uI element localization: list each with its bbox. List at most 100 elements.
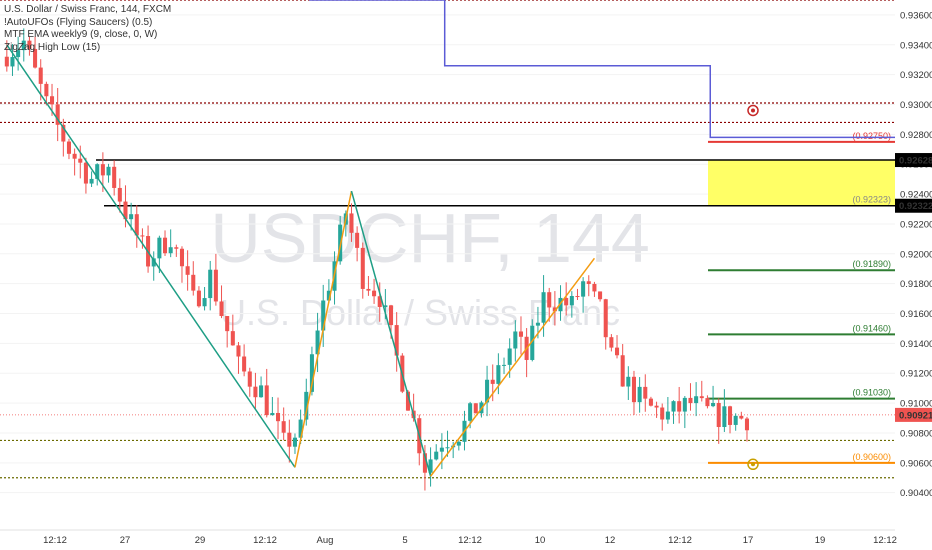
- candle[interactable]: [575, 288, 580, 300]
- candle[interactable]: [281, 407, 286, 441]
- candle[interactable]: [716, 398, 721, 444]
- candle[interactable]: [654, 401, 659, 418]
- candle[interactable]: [394, 312, 399, 372]
- candle[interactable]: [711, 385, 716, 408]
- candle[interactable]: [728, 405, 733, 434]
- candle[interactable]: [372, 278, 377, 304]
- candle[interactable]: [225, 315, 230, 348]
- candle[interactable]: [739, 411, 744, 420]
- candle[interactable]: [682, 396, 687, 429]
- candle[interactable]: [179, 246, 184, 283]
- candle[interactable]: [699, 380, 704, 402]
- candle[interactable]: [648, 396, 653, 407]
- candle[interactable]: [671, 400, 676, 424]
- candle[interactable]: [151, 251, 156, 281]
- candle[interactable]: [236, 342, 241, 374]
- candle[interactable]: [592, 281, 597, 297]
- candle[interactable]: [157, 235, 162, 274]
- candle[interactable]: [637, 377, 642, 413]
- candle[interactable]: [242, 344, 247, 377]
- candle[interactable]: [168, 229, 173, 258]
- candle[interactable]: [264, 368, 269, 418]
- candle[interactable]: [722, 389, 727, 432]
- candle[interactable]: [620, 344, 625, 387]
- candle[interactable]: [615, 335, 620, 359]
- candle[interactable]: [552, 291, 557, 326]
- candle[interactable]: [270, 396, 275, 416]
- candle[interactable]: [694, 382, 699, 417]
- candle[interactable]: [61, 118, 66, 157]
- candle[interactable]: [422, 445, 427, 491]
- candle[interactable]: [134, 205, 139, 248]
- candle[interactable]: [21, 28, 26, 62]
- candle[interactable]: [202, 287, 207, 311]
- candle[interactable]: [304, 378, 309, 426]
- candle[interactable]: [744, 416, 749, 442]
- candle[interactable]: [140, 228, 145, 249]
- candle[interactable]: [428, 447, 433, 487]
- candle[interactable]: [473, 403, 478, 414]
- candle[interactable]: [95, 163, 100, 186]
- candle[interactable]: [485, 365, 490, 417]
- candle[interactable]: [230, 314, 235, 346]
- candle[interactable]: [439, 433, 444, 470]
- candle[interactable]: [78, 145, 83, 179]
- candle[interactable]: [434, 444, 439, 461]
- candle[interactable]: [581, 277, 586, 313]
- candle[interactable]: [705, 395, 710, 409]
- candle[interactable]: [106, 163, 111, 183]
- candle[interactable]: [112, 160, 117, 196]
- candle[interactable]: [609, 334, 614, 352]
- candle[interactable]: [733, 413, 738, 431]
- candle[interactable]: [10, 43, 15, 76]
- candle[interactable]: [191, 261, 196, 296]
- candle[interactable]: [677, 386, 682, 424]
- candle[interactable]: [292, 433, 297, 454]
- candle[interactable]: [513, 320, 518, 362]
- candle[interactable]: [33, 36, 38, 69]
- candle[interactable]: [355, 226, 360, 262]
- candle[interactable]: [55, 87, 60, 142]
- candle[interactable]: [219, 285, 224, 319]
- candle[interactable]: [315, 312, 320, 373]
- time-axis[interactable]: 12:12 27 29 12:12 Aug 5 12:12 10 12 12:12 17 19 12:1…: [0, 529, 897, 546]
- candle[interactable]: [496, 353, 501, 395]
- price-axis[interactable]: 0.93600 0.93400 0.93200 0.93000 0.92800 0.926…: [895, 0, 932, 550]
- candle[interactable]: [665, 397, 670, 424]
- candle[interactable]: [603, 298, 608, 350]
- candle[interactable]: [586, 275, 591, 297]
- candle[interactable]: [163, 230, 168, 256]
- candle[interactable]: [569, 291, 574, 318]
- candle[interactable]: [123, 185, 128, 228]
- candle[interactable]: [349, 203, 354, 242]
- candle[interactable]: [445, 430, 450, 457]
- candle[interactable]: [196, 286, 201, 308]
- candle[interactable]: [208, 260, 213, 311]
- candle[interactable]: [626, 366, 631, 400]
- candle[interactable]: [27, 36, 32, 56]
- candle[interactable]: [321, 284, 326, 347]
- candle[interactable]: [377, 282, 382, 322]
- candle[interactable]: [259, 376, 264, 398]
- candle[interactable]: [688, 383, 693, 411]
- candle[interactable]: [117, 178, 122, 213]
- candle[interactable]: [360, 242, 365, 299]
- candle[interactable]: [83, 157, 88, 194]
- candle[interactable]: [547, 287, 552, 322]
- candle[interactable]: [502, 357, 507, 375]
- candle[interactable]: [524, 328, 529, 378]
- candle[interactable]: [366, 275, 371, 296]
- candle[interactable]: [276, 397, 281, 439]
- candle[interactable]: [643, 374, 648, 412]
- candle[interactable]: [490, 364, 495, 402]
- candle[interactable]: [66, 138, 71, 160]
- candle[interactable]: [253, 372, 258, 410]
- candle[interactable]: [247, 367, 252, 397]
- candle[interactable]: [564, 282, 569, 316]
- candle[interactable]: [287, 419, 292, 463]
- candle[interactable]: [518, 316, 523, 355]
- candle[interactable]: [631, 370, 636, 415]
- candle[interactable]: [72, 148, 77, 176]
- candle[interactable]: [16, 36, 21, 71]
